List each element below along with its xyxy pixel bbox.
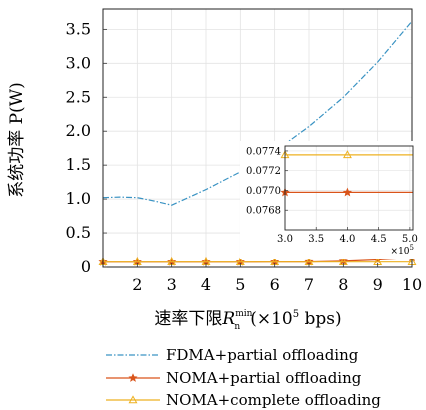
x-tick-label: 5 [235, 275, 245, 294]
inset-chart: 3.0 3.5 4.0 4.5 5.00.07680.07700.07720.0774 … [240, 141, 424, 259]
main-ticks: 2 3 4 5 6 7 8 9 10 0 0.5 1.0 1.5 2.0 2.5 3.0 3.5 [66, 19, 423, 294]
y-tick-label: 3.0 [66, 53, 91, 72]
plot-frame [102, 8, 413, 268]
inset-x-tick-label: 5.0 [402, 234, 418, 245]
x-tick-label: 8 [338, 275, 348, 294]
inset-x-tick-label: 3.0 [277, 234, 293, 245]
inset-x-tick-label: 3.5 [308, 234, 324, 245]
inset-y-tick-label: 0.0770 [246, 186, 281, 197]
x-axis-label-sup: min [235, 309, 252, 319]
inset-x-tick-label: 4.0 [339, 234, 355, 245]
inset-x-tick-label: 4.5 [371, 234, 387, 245]
y-axis-label: 系统功率 P(W) [7, 82, 27, 198]
inset-series-1-point [342, 150, 352, 159]
x-tick-label: 4 [201, 275, 211, 294]
x-tick-label: 9 [373, 275, 383, 294]
y-tick-label: 1.0 [66, 189, 91, 208]
legend-marker-2 [128, 395, 138, 404]
inset-series-0-point [342, 187, 352, 197]
x-axis-label-unit-exp: 5 [293, 309, 299, 320]
inset-y-tick-label: 0.0768 [246, 206, 281, 217]
inset-y-tick-label: 0.0772 [246, 166, 281, 177]
x-tick-label: 6 [270, 275, 280, 294]
x-axis-label-symbol: R [221, 309, 235, 329]
y-tick-label: 2.5 [66, 87, 91, 106]
legend-label-0: FDMA+partial offloading [166, 346, 359, 364]
legend-marker-1 [128, 373, 138, 382]
x-axis-label-text: 速率下限 [154, 309, 222, 329]
main-series [98, 20, 417, 266]
x-tick-label: 7 [304, 275, 314, 294]
y-tick-label: 3.5 [66, 19, 91, 38]
inset-background [240, 141, 424, 259]
x-tick-label: 10 [402, 275, 422, 294]
x-axis-label-unit-close: bps) [299, 309, 342, 329]
y-tick-label: 2.0 [66, 121, 91, 140]
inset-x-multiplier: ×105 [391, 244, 414, 257]
inset-x-multiplier-base: ×10 [391, 247, 410, 257]
y-tick-label: 0 [81, 257, 91, 276]
y-tick-label: 0.5 [66, 223, 91, 242]
x-tick-label: 2 [132, 275, 142, 294]
inset-ticks: 3.0 3.5 4.0 4.5 5.0 0.0768 0.0770 0.0772 0.0774 [246, 146, 418, 245]
x-tick-label: 3 [167, 275, 177, 294]
inset-y-tick-label: 0.0774 [246, 146, 281, 157]
legend-label-1: NOMA+partial offloading [166, 369, 362, 387]
x-axis-label: 速率下限Rmin n (×105 bps) [154, 309, 341, 332]
inset-x-multiplier-exp: 5 [410, 244, 414, 252]
legend-label-2: NOMA+complete offloading [166, 391, 381, 409]
x-axis-label-unit-open: (×10 [250, 309, 293, 329]
series-line-0 [102, 20, 413, 206]
legend: FDMA+partial offloading NOMA+partial offl… [106, 346, 381, 409]
x-axis-label-sub: n [234, 322, 240, 332]
y-tick-label: 1.5 [66, 155, 91, 174]
inset-frame [284, 145, 414, 231]
